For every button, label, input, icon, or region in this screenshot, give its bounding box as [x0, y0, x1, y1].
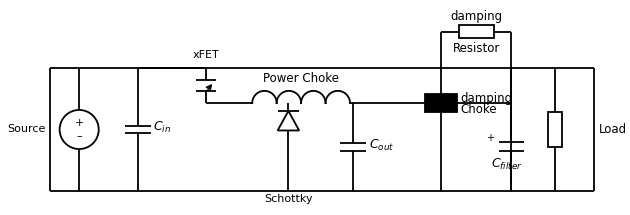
Text: Resistor: Resistor — [452, 41, 500, 55]
Text: $C_{filter}$: $C_{filter}$ — [491, 157, 522, 172]
Text: –: – — [76, 131, 82, 141]
Text: damping: damping — [461, 92, 513, 105]
Text: $C_{out}$: $C_{out}$ — [369, 138, 394, 153]
Text: Load: Load — [599, 123, 627, 136]
Text: Schottky: Schottky — [264, 194, 312, 204]
Text: Power Choke: Power Choke — [263, 72, 339, 85]
Text: damping: damping — [450, 10, 502, 23]
Bar — [425, 94, 457, 112]
Text: xFET: xFET — [193, 50, 220, 60]
Bar — [549, 112, 562, 147]
Bar — [459, 25, 494, 38]
Text: $C_{in}$: $C_{in}$ — [154, 120, 171, 135]
Text: +: + — [74, 118, 84, 128]
Text: +: + — [486, 133, 494, 143]
Text: Choke: Choke — [461, 103, 497, 117]
Text: Source: Source — [8, 124, 46, 135]
